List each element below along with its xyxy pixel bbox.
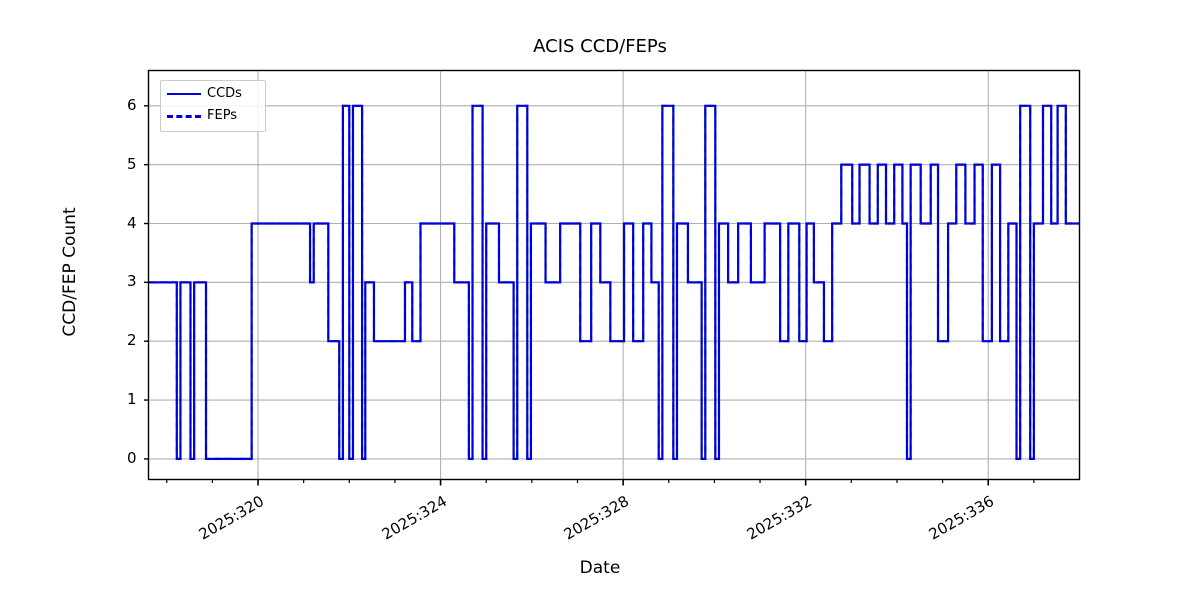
chart-title: ACIS CCD/FEPs: [533, 36, 667, 57]
legend-swatch-ccds-icon: [167, 93, 201, 95]
legend: CCDs FEPs: [160, 80, 266, 132]
gridlines: [148, 70, 1080, 480]
legend-swatch-feps-icon: [167, 115, 201, 118]
y-tick-label: 6: [126, 95, 137, 114]
y-tick-label: 1: [126, 390, 137, 409]
series-line-ccds: [148, 104, 1080, 460]
legend-label-ccds: CCDs: [207, 86, 242, 101]
y-tick-label: 2: [126, 331, 137, 350]
y-tick-label: 0: [126, 448, 137, 467]
tick-marks: [144, 105, 1035, 486]
y-tick-label: 5: [126, 154, 137, 173]
y-axis-label: CCD/FEP Count: [60, 207, 80, 337]
y-tick-label: 4: [126, 213, 137, 232]
legend-entry-feps: FEPs: [161, 106, 265, 128]
axes-frame: [147, 69, 1081, 481]
x-axis-label: Date: [579, 558, 621, 578]
data-series-layer: [148, 104, 1080, 460]
legend-label-feps: FEPs: [207, 108, 238, 123]
legend-entry-ccds: CCDs: [161, 84, 265, 106]
y-tick-label: 3: [126, 272, 137, 291]
